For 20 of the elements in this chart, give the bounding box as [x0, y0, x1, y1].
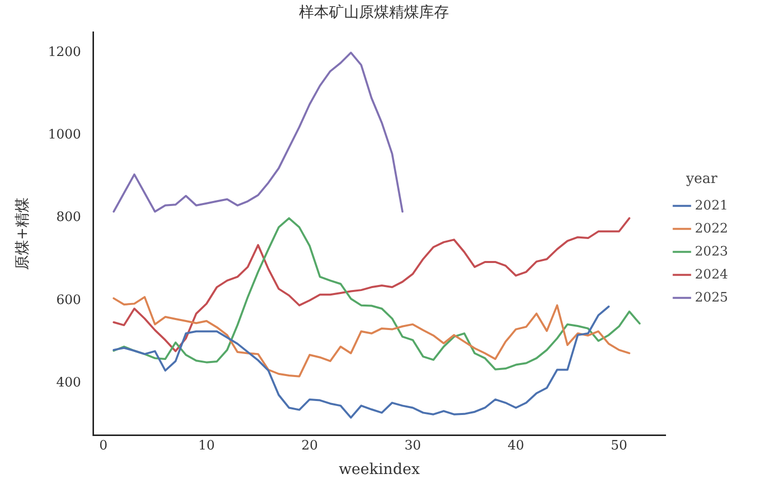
x-axis-title: weekindex	[338, 460, 420, 478]
y-tick-label: 400	[56, 375, 82, 390]
legend-label: 2023	[694, 244, 728, 260]
y-tick-label: 1200	[48, 45, 82, 60]
x-tick-label: 30	[404, 438, 422, 454]
legend-label: 2022	[694, 221, 728, 236]
x-tick-label: 40	[508, 438, 524, 454]
legend-label: 2024	[694, 267, 728, 282]
legend-label: 2021	[694, 198, 728, 214]
x-tick-label: 20	[301, 438, 318, 454]
x-tick-label: 10	[198, 438, 215, 454]
legend-title: year	[685, 171, 718, 188]
legend-label: 2025	[694, 290, 728, 306]
chart-title: 样本矿山原煤精煤库存	[299, 2, 449, 21]
y-tick-label: 1000	[48, 128, 82, 143]
y-tick-label: 800	[56, 210, 82, 226]
x-tick-label: 0	[99, 438, 108, 454]
x-tick-label: 50	[610, 438, 628, 454]
y-tick-label: 600	[56, 292, 82, 308]
y-axis-title: 原煤+精煤	[12, 197, 31, 270]
